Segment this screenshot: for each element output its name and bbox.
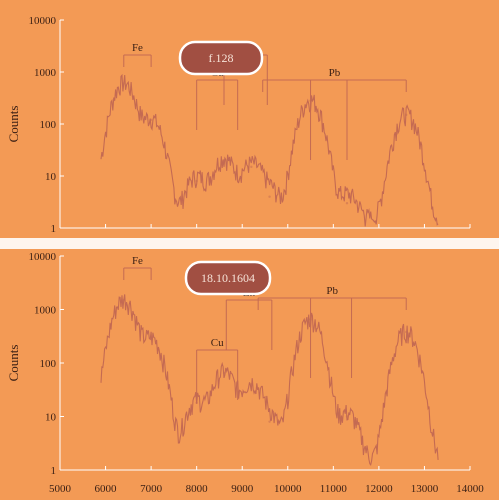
element-label-fe: Fe — [132, 255, 143, 267]
y-tick-label: 10 — [45, 171, 57, 183]
sample-badge — [184, 260, 272, 296]
element-label-pb: Pb — [329, 67, 341, 79]
spectrum-panel-1: 110100100010000CountsFeCuZnPbf.128 — [6, 15, 471, 235]
element-label-cu: Cu — [211, 337, 224, 349]
x-tick-label: 11000 — [320, 483, 348, 495]
peak-point — [268, 420, 271, 423]
x-tick-label: 13000 — [411, 483, 439, 495]
y-tick-label: 1000 — [34, 305, 57, 317]
x-tick-label: 12000 — [365, 483, 393, 495]
peak-point — [405, 330, 408, 334]
peak-point — [268, 195, 271, 198]
peak-point — [250, 165, 253, 169]
y-tick-label: 10000 — [29, 251, 57, 263]
spectrum-trace — [100, 73, 439, 227]
spectrum-panel-2: 1 10 100 1000 10000 5000 6000 7000 8000 9000 10000… — [6, 251, 484, 495]
y-tick-label: 1000 — [34, 67, 57, 79]
peak-point — [222, 159, 226, 162]
peak-point — [250, 383, 253, 386]
sample-badge-label: f.128 — [209, 51, 234, 65]
x-tick-label: 7000 — [140, 483, 163, 495]
sample-badge-label: 18.10.1604 — [201, 271, 255, 285]
x-tick-label: 5000 — [49, 483, 72, 495]
x-tick-label: 9000 — [231, 483, 254, 495]
x-tick-label: 14000 — [456, 483, 484, 495]
y-tick-label: 10 — [45, 412, 57, 424]
peak-point — [345, 201, 349, 205]
peak-point — [195, 401, 198, 405]
panel-separator — [0, 238, 499, 249]
peak-point — [122, 82, 125, 85]
peak-point — [222, 371, 226, 375]
peak-point — [122, 298, 125, 302]
y-tick-label: 1 — [51, 465, 57, 477]
y-tick-label: 100 — [40, 119, 57, 131]
x-tick-label: 6000 — [95, 483, 118, 495]
y-tick-label: 100 — [40, 358, 57, 370]
peak-point — [149, 337, 153, 341]
sample-badge — [178, 40, 264, 76]
y-tick-label: 1 — [51, 223, 57, 235]
peak-point — [149, 118, 153, 122]
peak-point — [345, 415, 349, 418]
spectrum-trace — [100, 294, 439, 466]
x-tick-label: 8000 — [186, 483, 209, 495]
x-tick-label: 10000 — [274, 483, 302, 495]
element-label-fe: Fe — [132, 42, 143, 54]
y-axis-label: Counts — [6, 106, 21, 143]
element-label-pb: Pb — [326, 285, 338, 297]
y-axis-label: Counts — [6, 345, 21, 382]
y-tick-label: 10000 — [29, 15, 57, 27]
peak-point — [405, 113, 408, 117]
peak-point — [195, 179, 198, 183]
